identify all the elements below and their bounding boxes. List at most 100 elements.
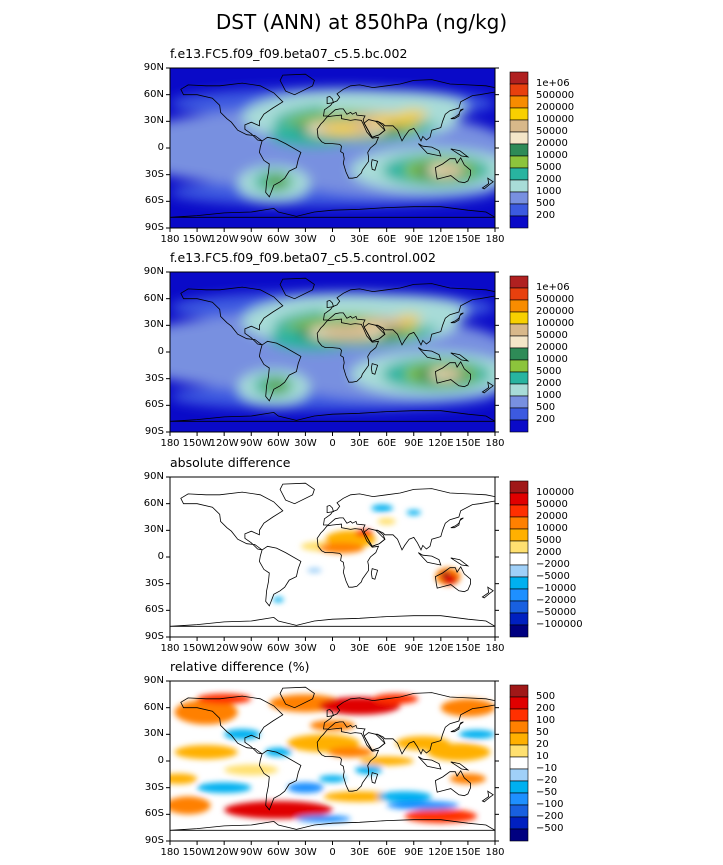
colorbar-swatch bbox=[509, 540, 529, 554]
coastline-nz bbox=[481, 586, 494, 599]
coastline-africa bbox=[316, 114, 380, 179]
lat-tick-label: 30S bbox=[144, 781, 164, 793]
colorbar-level-label: 50000 bbox=[536, 499, 568, 510]
lon-tick-label: 0 bbox=[329, 438, 336, 449]
colorbar-level-label: 100000 bbox=[536, 318, 575, 329]
lon-tick-label: 180 bbox=[160, 438, 180, 449]
contour-region bbox=[296, 815, 351, 823]
colorbar-level-label: 50 bbox=[536, 727, 549, 738]
contour-region bbox=[377, 517, 396, 525]
coastline-australia bbox=[434, 361, 472, 388]
contour-region bbox=[224, 729, 261, 740]
colorbar-swatch bbox=[509, 95, 529, 109]
coastline-indonesia bbox=[418, 756, 442, 770]
coastline-nz bbox=[481, 177, 494, 190]
coastline-africa bbox=[316, 523, 380, 588]
contour-region bbox=[323, 124, 360, 134]
colorbar-level-label: 100000 bbox=[536, 114, 575, 125]
coastline-antarctica bbox=[170, 206, 495, 218]
colorbar-swatch bbox=[509, 552, 529, 566]
colorbar-level-label: 10000 bbox=[536, 523, 568, 534]
colorbar-swatch bbox=[509, 371, 529, 385]
colorbar-level-label: −500 bbox=[536, 823, 564, 834]
contour-region bbox=[272, 597, 284, 603]
colorbar-level-label: 20 bbox=[536, 739, 549, 750]
contour-region bbox=[307, 567, 322, 573]
colorbar-swatch bbox=[509, 768, 529, 782]
contour-region bbox=[371, 504, 393, 512]
colorbar-level-label: 1e+06 bbox=[536, 282, 570, 293]
coastline-newGuinea bbox=[450, 148, 470, 158]
colorbar-level-label: 50000 bbox=[536, 126, 568, 137]
coastline-antarctica bbox=[170, 819, 495, 831]
lon-tick-label: 120W bbox=[209, 847, 239, 858]
lon-tick-label: 90E bbox=[404, 438, 424, 449]
lon-tick-label: 120E bbox=[428, 643, 454, 654]
coastline-uk bbox=[326, 299, 334, 309]
colorbar-level-label: 2000 bbox=[536, 378, 562, 389]
colorbar-swatch bbox=[509, 311, 529, 325]
coastline-nz bbox=[481, 381, 494, 394]
lon-tick-label: 90W bbox=[239, 438, 263, 449]
colorbar-swatch bbox=[509, 215, 529, 229]
panel-title-4: relative difference (%) bbox=[170, 659, 310, 674]
colorbar-level-label: 1e+06 bbox=[536, 78, 570, 89]
coastline-southAmerica bbox=[258, 545, 302, 607]
lat-tick-label: 90S bbox=[144, 835, 164, 846]
coastline-australia bbox=[434, 770, 472, 797]
colorbar-swatch bbox=[509, 732, 529, 746]
coastline-newGuinea bbox=[450, 352, 470, 362]
coastline-arabia bbox=[363, 119, 386, 138]
contour-region bbox=[373, 693, 419, 705]
colorbar-level-label: −2000 bbox=[536, 559, 570, 570]
contour-region bbox=[404, 809, 477, 824]
lat-tick-label: 60N bbox=[143, 701, 164, 713]
lon-tick-label: 60E bbox=[377, 847, 397, 858]
colorbar-swatch bbox=[509, 119, 529, 133]
lat-tick-label: 90S bbox=[144, 222, 164, 233]
coastlines bbox=[170, 686, 495, 831]
colorbar-swatch bbox=[509, 323, 529, 337]
contour-region bbox=[359, 756, 414, 766]
coastline-southAmerica bbox=[258, 340, 302, 402]
colorbar-level-label: −50 bbox=[536, 787, 558, 798]
colorbar-swatch bbox=[509, 588, 529, 602]
colorbar-swatch bbox=[509, 83, 529, 97]
colorbar-level-label: 200 bbox=[536, 703, 556, 714]
contour-region bbox=[427, 743, 491, 761]
lon-tick-label: 30E bbox=[350, 438, 370, 449]
contour-region bbox=[440, 571, 450, 579]
panel-title-2: f.e13.FC5.f09_f09.beta07_c5.5.control.00… bbox=[170, 250, 436, 265]
lon-tick-label: 150W bbox=[182, 438, 212, 449]
lon-tick-label: 180 bbox=[485, 847, 505, 858]
colorbar-2 bbox=[509, 275, 529, 433]
colorbar-level-label: 100000 bbox=[536, 487, 575, 498]
coastline-australia bbox=[434, 157, 472, 184]
colorbar-level-label: 2000 bbox=[536, 547, 562, 558]
colorbar-swatch bbox=[509, 191, 529, 205]
coastline-nz bbox=[481, 790, 494, 803]
lat-tick-label: 60N bbox=[143, 497, 164, 509]
coastline-uk bbox=[326, 504, 334, 514]
coastline-indonesia bbox=[418, 143, 442, 157]
colorbar-swatch bbox=[509, 395, 529, 409]
contour-region bbox=[355, 529, 374, 537]
lon-tick-label: 180 bbox=[160, 234, 180, 245]
colorbar-swatch bbox=[509, 299, 529, 313]
contour-region bbox=[449, 773, 486, 785]
colorbar-swatch bbox=[509, 756, 529, 770]
lon-tick-label: 150W bbox=[182, 847, 212, 858]
colorbar-level-label: −100000 bbox=[536, 619, 583, 630]
lon-tick-label: 60W bbox=[267, 643, 290, 654]
colorbar-level-label: −20000 bbox=[536, 595, 577, 606]
coastline-greenland bbox=[279, 73, 315, 96]
lat-tick-label: 30S bbox=[144, 168, 164, 180]
colorbar-level-label: −10000 bbox=[536, 583, 577, 594]
lon-tick-label: 180 bbox=[160, 847, 180, 858]
lon-tick-label: 150W bbox=[182, 643, 212, 654]
map-field-1 bbox=[170, 68, 495, 228]
contour-region bbox=[224, 801, 333, 819]
lon-tick-label: 0 bbox=[329, 234, 336, 245]
lon-tick-label: 150E bbox=[455, 847, 481, 858]
